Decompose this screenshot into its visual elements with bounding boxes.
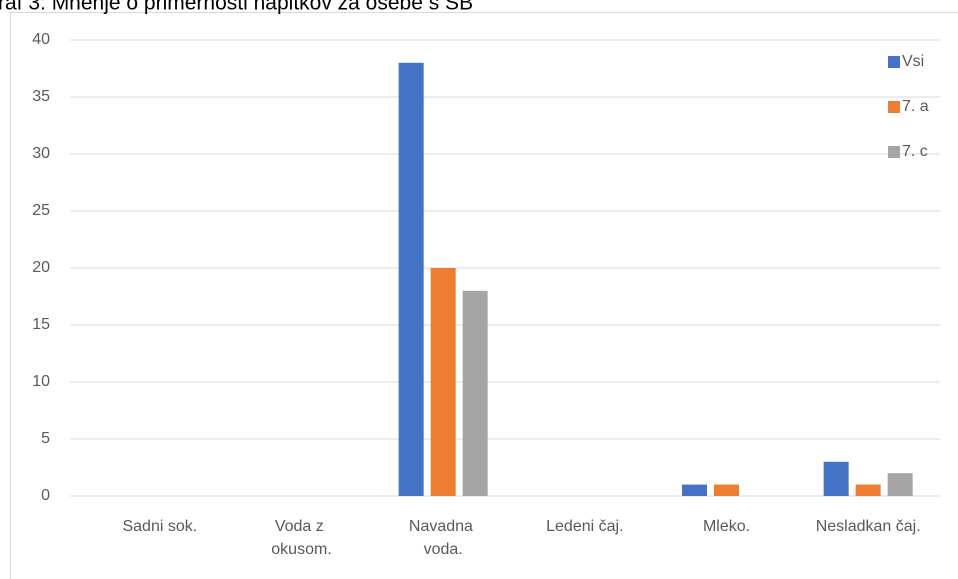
x-tick-label: Ledeni čaj.	[546, 518, 623, 535]
bar	[714, 484, 739, 496]
y-tick-label: 15	[32, 316, 50, 333]
chart-title: raf 3: Mnenje o primernosti napitkov za …	[0, 0, 473, 15]
y-tick-label: 5	[41, 430, 50, 447]
x-tick-label: Nesladkan čaj.	[816, 518, 921, 535]
y-tick-label: 20	[32, 259, 50, 276]
y-tick-label: 35	[32, 88, 50, 105]
y-tick-label: 30	[32, 145, 50, 162]
bar	[855, 484, 881, 496]
legend-label: 7. c	[902, 143, 928, 160]
legend-swatch	[888, 146, 900, 158]
legend-label: Vsi	[902, 53, 924, 70]
y-tick-label: 0	[41, 487, 50, 504]
y-tick-label: 10	[32, 373, 50, 390]
y-tick-label: 25	[32, 202, 50, 219]
legend-swatch	[888, 101, 900, 113]
bar	[430, 268, 456, 496]
x-tick-label: Navadna voda.	[409, 518, 478, 558]
x-tick-label: Mleko.	[703, 518, 750, 535]
bar	[887, 473, 913, 496]
legend-swatch	[888, 56, 900, 68]
bar	[462, 290, 488, 496]
legend-label: 7. a	[902, 98, 929, 115]
bar	[823, 461, 849, 496]
x-tick-label: Sadni sok.	[122, 518, 197, 535]
y-tick-label: 40	[32, 31, 50, 48]
chart-frame	[10, 12, 958, 579]
bar	[682, 484, 707, 496]
bar	[398, 62, 424, 497]
x-tick-label: Voda z okusom.	[271, 518, 331, 558]
